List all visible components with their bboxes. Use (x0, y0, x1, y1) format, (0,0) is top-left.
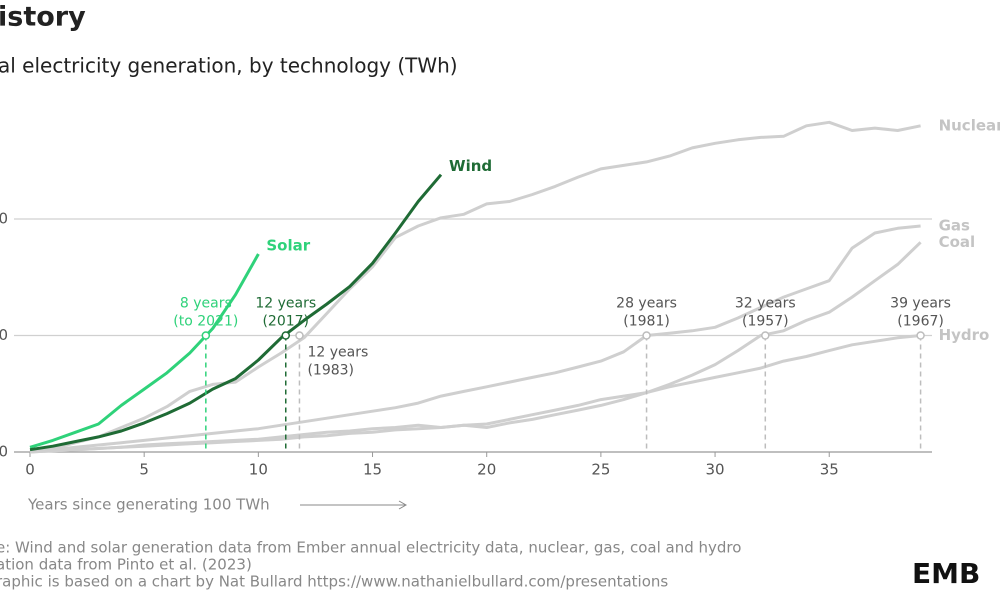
x-tick-label: 10 (249, 461, 268, 479)
y-tick-label: 0 (0, 443, 8, 461)
series-line (29, 241, 922, 454)
annotation-label: (2017) (262, 314, 309, 330)
series-line (29, 253, 260, 449)
annotation-label: 12 years (255, 296, 316, 312)
annotation-point (281, 331, 291, 340)
annotation-point (761, 331, 770, 340)
annotation-label: 12 years (307, 345, 368, 361)
annotation-label: (1983) (307, 363, 354, 379)
y-tick-label: 0 (0, 326, 8, 344)
x-tick-label: 20 (477, 461, 496, 479)
series-line (29, 334, 921, 454)
source-line: e: Wind and solar generation data from E… (0, 539, 741, 557)
series-line (29, 224, 921, 454)
series-label: Coal (939, 233, 976, 251)
logo: EMB (912, 557, 980, 590)
x-tick-label: 30 (706, 461, 725, 479)
x-axis-label: Years since generating 100 TWh (27, 496, 270, 514)
chart-subtitle: al electricity generation, by technology… (0, 54, 458, 78)
source-line: raphic is based on a chart by Nat Bullar… (0, 573, 668, 591)
series-line (29, 120, 921, 454)
y-tick-label: 0 (0, 210, 8, 228)
annotation-point (201, 331, 211, 340)
annotation-label: 28 years (616, 296, 677, 312)
annotation-label: (to 2021) (173, 314, 238, 330)
annotation-label: (1957) (742, 314, 789, 330)
annotation-point (642, 331, 651, 340)
source-line: ation data from Pinto et al. (2023) (0, 556, 252, 574)
annotation-label: 8 years (180, 296, 232, 312)
series-label: Wind (449, 157, 492, 175)
chart-title: istory (0, 2, 86, 33)
x-tick-label: 15 (363, 461, 382, 479)
x-tick-label: 35 (820, 461, 839, 479)
annotation-label: 32 years (735, 296, 796, 312)
annotation-point (916, 331, 925, 340)
series-line (29, 173, 443, 452)
series-label: Hydro (939, 326, 990, 344)
series-label: Gas (939, 216, 970, 234)
axis-arrow-head (398, 500, 408, 510)
annotation-label: 39 years (890, 296, 951, 312)
annotation-label: (1967) (897, 314, 944, 330)
annotation-point (295, 331, 304, 340)
x-tick-label: 5 (139, 461, 149, 479)
annotation-label: (1981) (623, 314, 670, 330)
x-tick-label: 25 (591, 461, 610, 479)
x-tick-label: 0 (25, 461, 35, 479)
series-label: Nuclear (939, 116, 1000, 134)
series-label: Solar (266, 236, 310, 254)
